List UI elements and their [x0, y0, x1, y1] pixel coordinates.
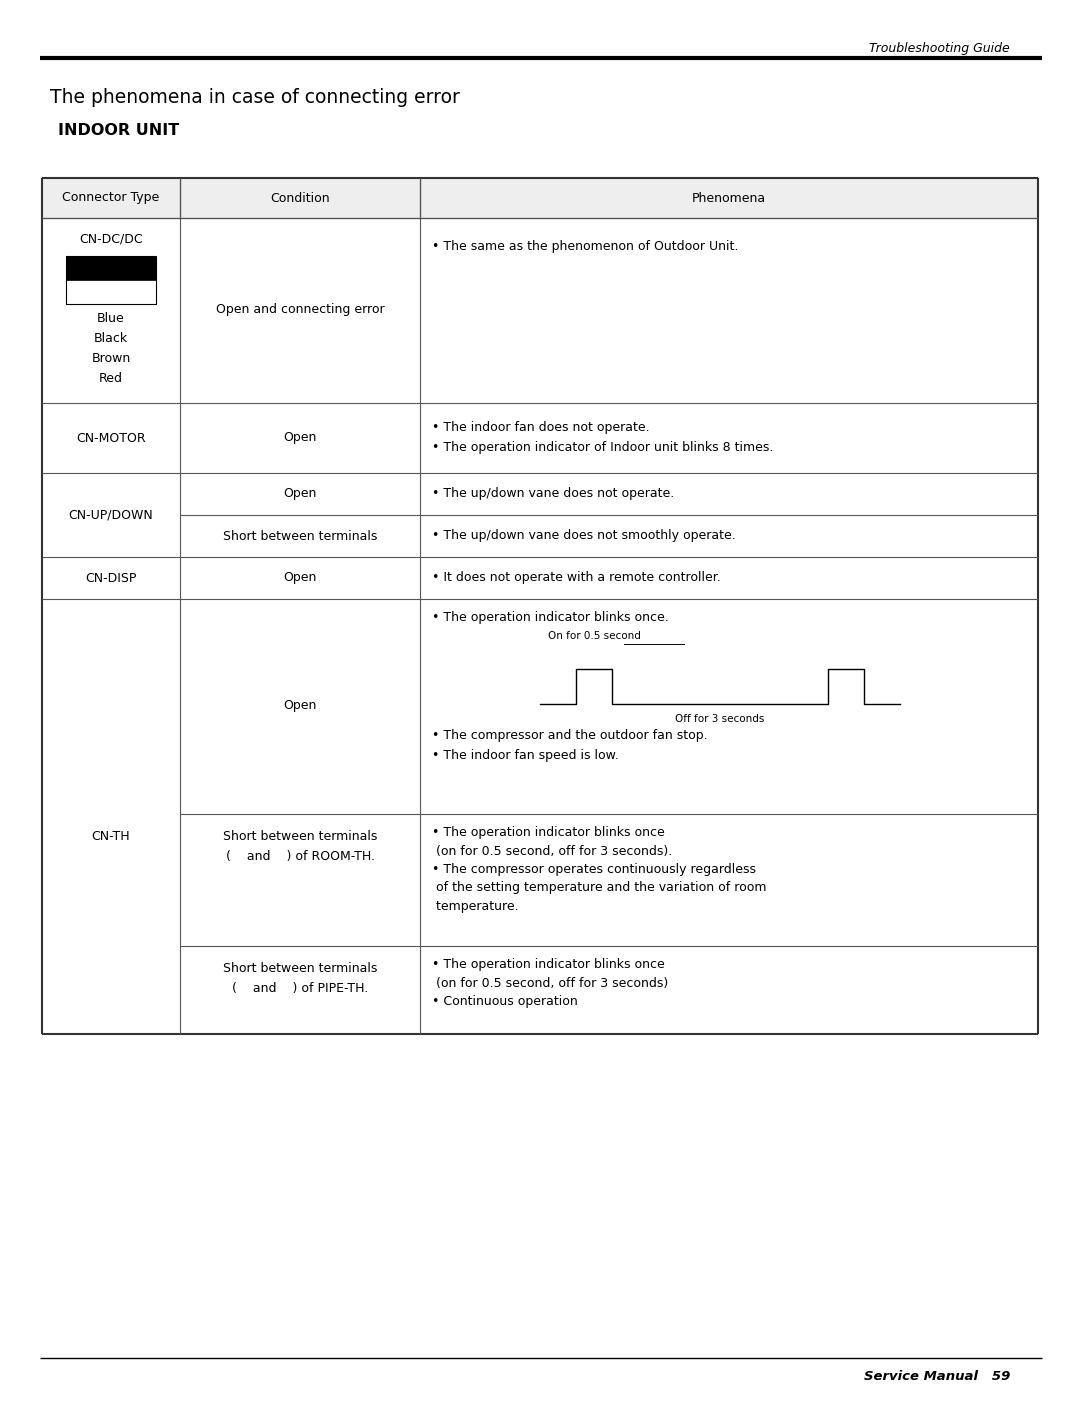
Text: CN-UP/DOWN: CN-UP/DOWN — [69, 509, 153, 521]
Text: Short between terminals: Short between terminals — [222, 962, 377, 975]
Text: Brown: Brown — [92, 353, 131, 365]
Bar — [42, 178, 1038, 218]
Text: • The up/down vane does not smoothly operate.: • The up/down vane does not smoothly ope… — [432, 530, 735, 542]
Text: Service Manual   59: Service Manual 59 — [864, 1370, 1010, 1383]
Text: Red: Red — [99, 372, 123, 385]
Text: Short between terminals: Short between terminals — [222, 530, 377, 542]
Text: CN-MOTOR: CN-MOTOR — [77, 431, 146, 444]
Text: Open and connecting error: Open and connecting error — [216, 303, 384, 316]
Bar — [66, 280, 156, 303]
Text: Connector Type: Connector Type — [63, 191, 160, 205]
Text: • The operation indicator blinks once
 (on for 0.5 second, off for 3 seconds).
•: • The operation indicator blinks once (o… — [432, 826, 767, 913]
Text: Open: Open — [283, 700, 316, 712]
Text: Open: Open — [283, 488, 316, 500]
Text: Troubleshooting Guide: Troubleshooting Guide — [869, 42, 1010, 55]
Text: CN-TH: CN-TH — [92, 829, 131, 843]
Text: The phenomena in case of connecting error: The phenomena in case of connecting erro… — [50, 89, 460, 107]
Text: • The operation indicator blinks once.: • The operation indicator blinks once. — [432, 611, 669, 624]
Text: Open: Open — [283, 431, 316, 444]
Text: • The indoor fan speed is low.: • The indoor fan speed is low. — [432, 749, 619, 762]
Text: Condition: Condition — [270, 191, 329, 205]
Text: (    and    ) of PIPE-TH.: ( and ) of PIPE-TH. — [232, 982, 368, 995]
Text: • It does not operate with a remote controller.: • It does not operate with a remote cont… — [432, 572, 720, 584]
Text: • The operation indicator blinks once
 (on for 0.5 second, off for 3 seconds)
• : • The operation indicator blinks once (o… — [432, 958, 669, 1007]
Text: Black: Black — [94, 332, 129, 346]
Text: Short between terminals: Short between terminals — [222, 830, 377, 843]
Text: Off for 3 seconds: Off for 3 seconds — [675, 714, 765, 724]
Text: CN-DISP: CN-DISP — [85, 572, 137, 584]
Text: • The compressor and the outdoor fan stop.: • The compressor and the outdoor fan sto… — [432, 729, 707, 742]
Text: CN-DC/DC: CN-DC/DC — [79, 232, 143, 244]
Text: Open: Open — [283, 572, 316, 584]
Text: Phenomena: Phenomena — [692, 191, 766, 205]
Text: Blue: Blue — [97, 312, 125, 325]
Text: On for 0.5 second: On for 0.5 second — [548, 631, 640, 641]
Text: (    and    ) of ROOM-TH.: ( and ) of ROOM-TH. — [226, 850, 375, 863]
Bar — [66, 256, 156, 303]
Text: • The indoor fan does not operate.
• The operation indicator of Indoor unit blin: • The indoor fan does not operate. • The… — [432, 422, 773, 454]
Text: • The same as the phenomenon of Outdoor Unit.: • The same as the phenomenon of Outdoor … — [432, 240, 739, 253]
Text: • The up/down vane does not operate.: • The up/down vane does not operate. — [432, 488, 674, 500]
Bar — [66, 256, 156, 280]
Text: INDOOR UNIT: INDOOR UNIT — [58, 124, 179, 138]
